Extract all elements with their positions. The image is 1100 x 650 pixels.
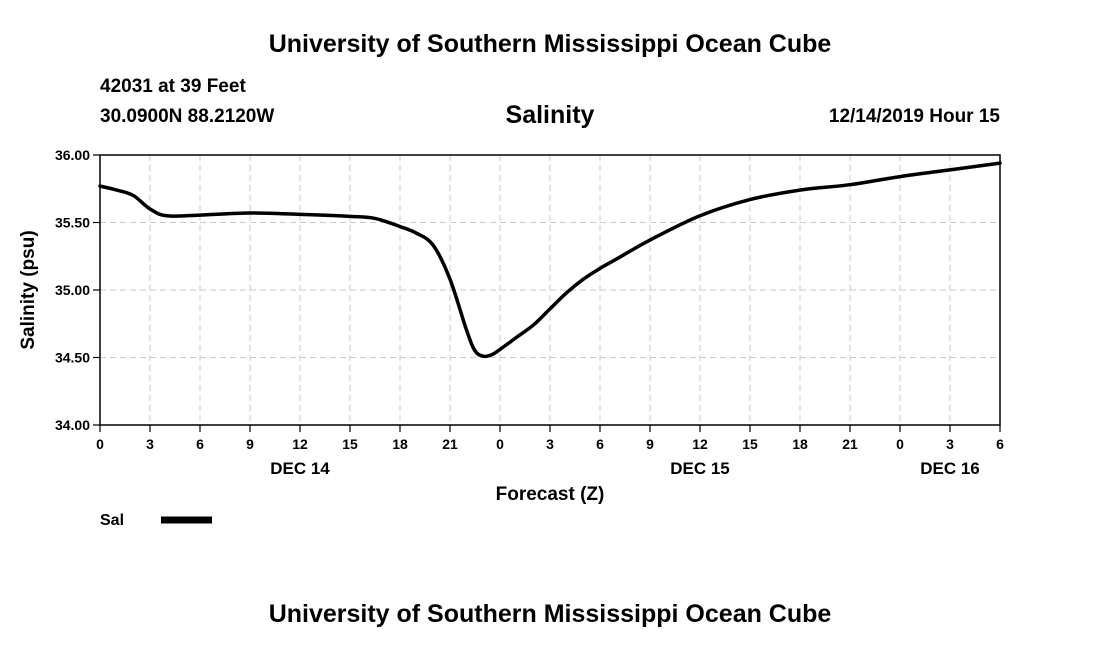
x-tick-label: 6 bbox=[996, 436, 1004, 452]
series-layer bbox=[98, 161, 1002, 359]
y-tick-label: 36.00 bbox=[55, 147, 90, 163]
axis-ticks: 0 3 6 9 12 15 18 21 0 3 6 9 12 15 18 21 0 3 6 34.00 34.50 35.… bbox=[55, 147, 1004, 478]
y-tick-label: 35.00 bbox=[55, 282, 90, 298]
x-tick-label: 15 bbox=[742, 436, 758, 452]
x-tick-label: 15 bbox=[342, 436, 358, 452]
y-axis-label: Salinity (psu) bbox=[18, 230, 39, 349]
x-tick-label: 3 bbox=[146, 436, 154, 452]
date-label: DEC 16 bbox=[920, 459, 980, 478]
x-tick-label: 3 bbox=[546, 436, 554, 452]
x-tick-label: 6 bbox=[596, 436, 604, 452]
forecast-timestamp: 12/14/2019 Hour 15 bbox=[828, 106, 1000, 127]
date-label: DEC 14 bbox=[270, 459, 330, 478]
station-coords: 30.0900N 88.2120W bbox=[100, 106, 275, 127]
x-tick-label: 21 bbox=[442, 436, 458, 452]
x-tick-label: 0 bbox=[496, 436, 504, 452]
series-line-sal bbox=[98, 161, 1002, 359]
page-title: University of Southern Mississippi Ocean… bbox=[268, 30, 832, 58]
y-tick-label: 34.00 bbox=[55, 417, 90, 433]
legend: Sal bbox=[100, 512, 212, 529]
x-tick-label: 9 bbox=[646, 436, 654, 452]
x-tick-label: 12 bbox=[292, 436, 308, 452]
x-tick-label: 9 bbox=[246, 436, 254, 452]
grid bbox=[100, 155, 1000, 425]
chart-title: Salinity bbox=[505, 101, 595, 129]
station-label: 42031 at 39 Feet bbox=[100, 76, 246, 97]
y-tick-label: 34.50 bbox=[55, 350, 90, 366]
x-tick-label: 6 bbox=[196, 436, 204, 452]
x-tick-label: 18 bbox=[392, 436, 408, 452]
x-tick-label: 3 bbox=[946, 436, 954, 452]
x-tick-label: 18 bbox=[792, 436, 808, 452]
x-tick-label: 12 bbox=[692, 436, 708, 452]
legend-label: Sal bbox=[100, 512, 124, 529]
x-tick-label: 21 bbox=[842, 436, 858, 452]
y-tick-label: 35.50 bbox=[55, 215, 90, 231]
footer-title: University of Southern Mississippi Ocean… bbox=[268, 600, 832, 628]
date-label: DEC 15 bbox=[670, 459, 730, 478]
x-tick-label: 0 bbox=[96, 436, 104, 452]
x-axis-label: Forecast (Z) bbox=[496, 484, 605, 505]
x-tick-label: 0 bbox=[896, 436, 904, 452]
